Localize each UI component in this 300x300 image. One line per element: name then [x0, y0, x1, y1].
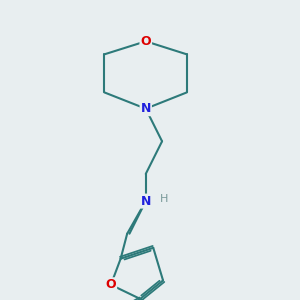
Text: O: O — [140, 35, 151, 48]
Text: O: O — [106, 278, 116, 291]
Text: H: H — [160, 194, 168, 205]
Text: N: N — [141, 102, 151, 115]
Text: N: N — [141, 195, 151, 208]
